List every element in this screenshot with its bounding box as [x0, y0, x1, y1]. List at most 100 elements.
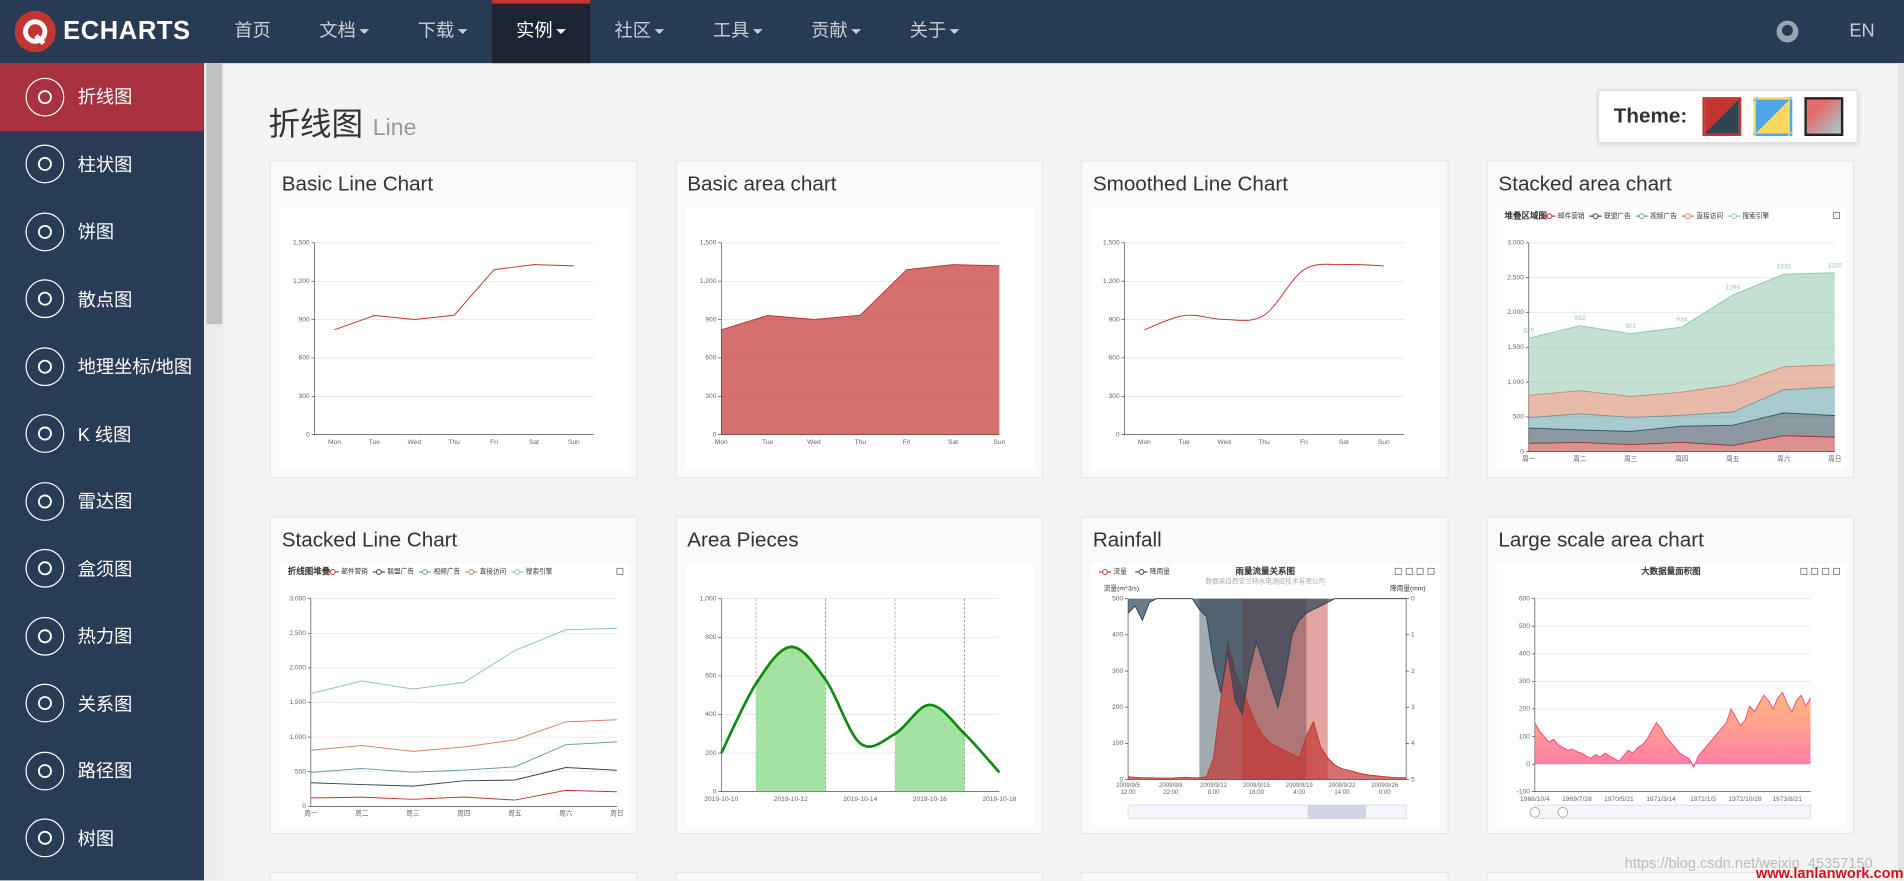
y-tick-label: 0 [302, 803, 306, 810]
x-tick-label: 2009/9/5 12:00 [1116, 782, 1140, 797]
y-tick-label: 500 [1513, 414, 1524, 421]
x-tick-label: 2019-10-16 [913, 796, 947, 803]
chart-card[interactable]: Stacked Line Chart 0 500 1,000 1,500 2,000 2,5… [269, 516, 638, 835]
icon-ring [25, 818, 65, 858]
chart-card[interactable]: Area Pieces 0 200 400 600 800 1,000 2019-10-10 2… [675, 516, 1044, 835]
sidebar-item[interactable]: 柱状图 [0, 131, 204, 198]
x-tick-label: 周六 [559, 808, 573, 817]
chart-card[interactable]: Stacked area chart 0 500 1,000 1,500 2,000 2,5… [1486, 160, 1855, 479]
x-tick-label: 1972/1/5 [1690, 796, 1716, 803]
toolbox-icon [1833, 567, 1841, 575]
scroll-thumb[interactable] [206, 63, 223, 325]
chart: 0 300 600 900 1,200 1,500 Mon Tue Wed Thu Fri Sat Su… [686, 207, 1035, 470]
chart: 0 300 600 900 1,200 1,500 Mon Tue Wed Thu Fri Sat Su… [280, 207, 630, 470]
y-tick-label: 300 [1108, 393, 1119, 400]
chart-card[interactable] [1080, 871, 1449, 881]
sidebar-icon [25, 616, 65, 656]
legend-label: 搜索引擎 [1743, 211, 1770, 220]
legend-swatch-dot [375, 569, 382, 575]
legend-label: 联盟广告 [387, 567, 414, 576]
x-tick-label: 2009/9/12 8:00 [1200, 782, 1228, 797]
sidebar-item[interactable]: 地理坐标/地图 [0, 333, 204, 400]
chart-card[interactable]: Basic Line Chart 0 300 600 900 1,200 1,500 Mon T… [269, 160, 638, 479]
theme-swatch[interactable] [1702, 97, 1742, 137]
nav-item[interactable]: 贡献 [787, 0, 885, 63]
x-tick-label: Fri [903, 439, 911, 446]
x-tick-label: 2019-10-18 [982, 796, 1016, 803]
sidebar-label: 关系图 [77, 694, 133, 715]
card-title: Basic Line Chart [281, 172, 434, 196]
x-tick-label: Sun [1378, 439, 1390, 446]
nav-item[interactable]: 文档 [295, 0, 393, 63]
sidebar-icon [25, 549, 65, 589]
watermark: https://blog.csdn.net/weixin_45357150 [1624, 854, 1873, 872]
x-tick-label: Mon [715, 439, 728, 446]
y-tick-label: 1,200 [700, 278, 717, 285]
x-tick-label: 周五 [508, 809, 522, 817]
sidebar-item[interactable]: 热力图 [0, 602, 204, 669]
x-tick-label: 周二 [1573, 455, 1587, 463]
sidebar-item[interactable]: 树图 [0, 804, 204, 871]
sidebar-item[interactable]: 盒须图 [0, 535, 204, 602]
value-label: 901 [1625, 323, 1636, 330]
heading-subtitle: Line [372, 115, 417, 141]
card-title: Stacked area chart [1498, 172, 1672, 196]
x-tick-label: Sat [948, 439, 958, 446]
chart-card[interactable]: Large scale area chart -100 0 100 200 300 400 5… [1486, 516, 1855, 835]
logo[interactable]: ECHARTS [14, 10, 191, 53]
github-icon[interactable] [1775, 19, 1799, 43]
chart: 0 100 200 300 400 500 0 1 2 3 4 5 2009/9/5 12:00 2009… [1091, 563, 1441, 826]
sidebar-item[interactable]: 关系图 [0, 670, 204, 737]
chart-inner-title: 大数据量面积图 [1641, 566, 1701, 576]
y-tick-label: 200 [1112, 704, 1123, 711]
x-tick-label: Tue [1179, 439, 1191, 446]
y-tick-label: 600 [1519, 595, 1530, 602]
chart-card[interactable]: Basic area chart 0 300 600 900 1,200 1,500 Mon T… [675, 160, 1044, 479]
x-tick-label-box: 2009/9/5 12:00 [1116, 782, 1140, 797]
menu: 首页 文档 下载 实例 社区 工具 贡献 关于 [210, 0, 984, 64]
chart-card[interactable] [1486, 871, 1855, 881]
sidebar-item[interactable]: 饼图 [0, 198, 204, 265]
y-tick-label: 1,500 [1507, 344, 1524, 351]
chart-card[interactable]: Rainfall 0 100 200 300 400 500 0 1 2 3 4 5 2009/9/5 1… [1080, 516, 1449, 835]
chart-card[interactable]: Smoothed Line Chart 0 300 600 900 1,200 1,500 M… [1080, 160, 1449, 479]
sidebar-item[interactable]: 折线图 [0, 63, 205, 131]
nav-item[interactable]: 下载 [393, 0, 491, 63]
icon-ring [25, 346, 65, 386]
y-tick-label: 1,500 [289, 699, 306, 706]
sidebar-item[interactable]: 散点图 [0, 265, 204, 332]
x-tick-label: Sun [568, 439, 580, 446]
legend-swatch-dot [422, 569, 428, 575]
line [721, 264, 1000, 331]
logo-icon [14, 10, 56, 53]
icon-ring [25, 751, 65, 791]
nav-item[interactable]: 实例 [491, 0, 591, 64]
sidebar-item[interactable]: 路径图 [0, 737, 204, 804]
legend-label: 邮件营销 [341, 567, 368, 576]
theme-label: Theme: [1613, 104, 1688, 128]
nav-item[interactable]: 首页 [234, 20, 271, 42]
chart-inner-title: 折线图堆叠 [288, 566, 331, 576]
y-tick-label: 1,500 [293, 240, 310, 247]
toolbox-icon [1416, 567, 1424, 575]
sidebar-item[interactable]: 雷达图 [0, 468, 204, 535]
nav-item[interactable]: 社区 [590, 0, 688, 63]
y-tick-label: 500 [1112, 595, 1123, 602]
theme-swatch[interactable] [1804, 97, 1844, 137]
chart-card[interactable] [675, 871, 1044, 881]
x-tick-label: Sat [1339, 439, 1349, 446]
legend-swatch-dot [1638, 213, 1645, 220]
language-switch[interactable]: EN [1849, 20, 1875, 42]
toolbox-icon [1427, 567, 1435, 575]
y-tick-label: 0 [1120, 776, 1124, 783]
chart: 0 300 600 900 1,200 1,500 Mon Tue Wed Thu Fri Sat Su… [1091, 207, 1441, 470]
x-tick-label: 2009/9/19 4:00 [1285, 782, 1313, 797]
theme-swatch[interactable] [1753, 97, 1793, 137]
chart: 0 500 1,000 1,500 2,000 2,500 3,000 周一 周二 周三 周四 周五 周… [1497, 207, 1846, 470]
nav-item[interactable]: 工具 [689, 0, 787, 63]
chart-card[interactable] [269, 871, 638, 881]
sidebar-item[interactable]: K 线图 [0, 400, 204, 467]
nav-item[interactable]: 关于 [885, 0, 983, 63]
area [1528, 386, 1835, 432]
toolbox-icon [1405, 567, 1413, 575]
